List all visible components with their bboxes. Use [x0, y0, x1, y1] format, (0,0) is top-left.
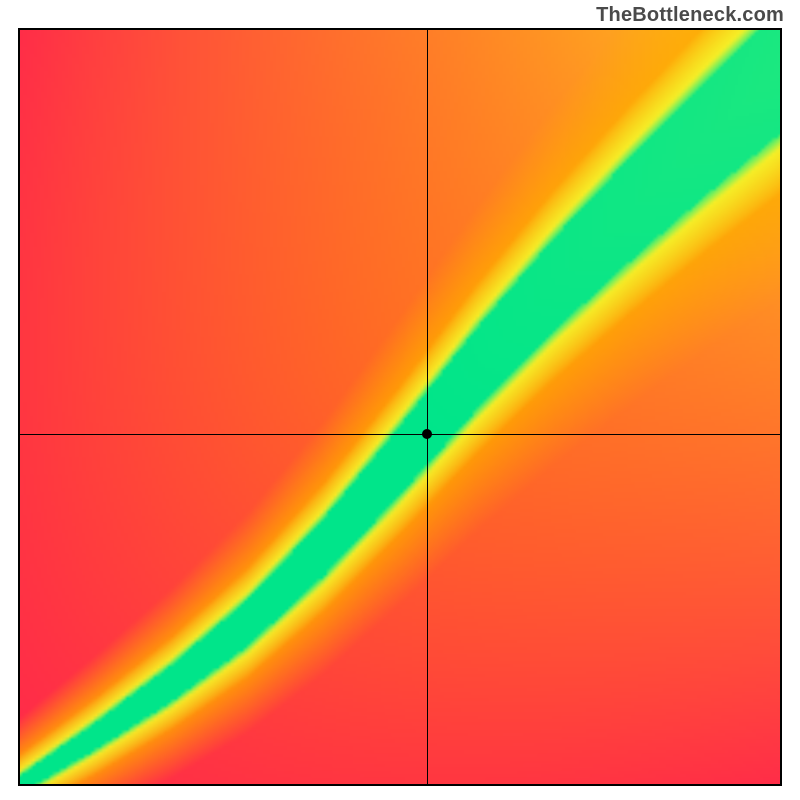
- watermark-text: TheBottleneck.com: [596, 4, 784, 27]
- crosshair-vertical: [427, 28, 428, 786]
- bottleneck-heatmap: [18, 28, 782, 786]
- operating-point-marker: [422, 429, 432, 439]
- crosshair-horizontal: [18, 434, 782, 435]
- chart-container: TheBottleneck.com: [0, 0, 800, 800]
